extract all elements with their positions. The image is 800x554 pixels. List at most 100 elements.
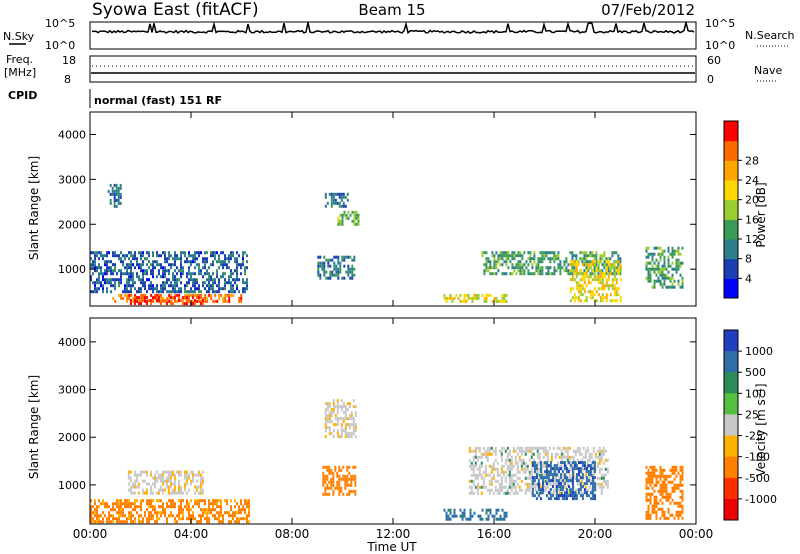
velocity-cell (558, 488, 561, 492)
velocity-cell (344, 432, 347, 436)
velocity-cell (206, 517, 208, 521)
power-cell (583, 272, 586, 276)
power-cell (485, 260, 488, 264)
velocity-cell (577, 467, 580, 471)
velocity-cell (336, 417, 339, 421)
power-cell (90, 257, 92, 261)
power-cell (657, 270, 660, 274)
velocity-cell (535, 467, 538, 471)
velocity-cell (604, 473, 607, 477)
power-cell (244, 290, 246, 294)
velocity-cell (94, 502, 96, 506)
power-cell (134, 281, 136, 285)
power-cell (353, 210, 356, 214)
velocity-cell (473, 511, 476, 515)
velocity-cell (494, 446, 497, 450)
velocity-cell (468, 485, 471, 489)
velocity-cell (528, 488, 531, 492)
power-cell (242, 251, 244, 255)
power-cell (589, 296, 592, 300)
velocity-cell (200, 499, 202, 503)
velocity-cell (157, 476, 160, 480)
power-cell (661, 273, 664, 277)
power-cell (180, 260, 182, 264)
power-cell (210, 287, 212, 291)
power-cell (115, 183, 118, 187)
velocity-cell (100, 514, 102, 518)
power-cell (531, 266, 534, 270)
velocity-cell (524, 476, 527, 480)
power-cell (138, 275, 140, 279)
power-cell (124, 290, 126, 294)
velocity-cell (346, 417, 349, 421)
velocity-cell (175, 491, 178, 495)
power-cell (196, 263, 198, 267)
velocity-cell (488, 488, 491, 492)
velocity-cell (563, 494, 566, 498)
velocity-cell (338, 465, 341, 469)
velocity-cell (96, 514, 98, 518)
power-cell (543, 254, 546, 258)
power-cell (178, 257, 180, 261)
velocity-cell (552, 491, 555, 495)
velocity-cell (165, 485, 168, 489)
power-cell (150, 272, 152, 276)
velocity-cell (170, 499, 172, 503)
velocity-cell (196, 502, 198, 506)
velocity-cell (494, 467, 497, 471)
power-cell (601, 284, 604, 288)
velocity-cell (142, 517, 144, 521)
beam-label: Beam 15 (358, 1, 425, 19)
power-cell (181, 296, 184, 300)
power-cell (119, 183, 122, 187)
velocity-cell (506, 458, 509, 462)
velocity-cell (530, 485, 533, 489)
power-cell (663, 249, 666, 253)
power-cell (609, 299, 612, 303)
velocity-cell (675, 474, 678, 478)
velocity-cell (598, 449, 601, 453)
power-cell (183, 296, 186, 300)
power-cell (224, 287, 226, 291)
velocity-cell (588, 458, 591, 462)
power-cell (162, 251, 164, 255)
velocity-cell (118, 502, 120, 506)
power-cell (503, 251, 506, 255)
power-cell (204, 251, 206, 255)
velocity-cell (116, 502, 118, 506)
power-cell (212, 254, 214, 258)
velocity-cell (218, 517, 220, 521)
velocity-cell (490, 467, 493, 471)
velocity-cell (561, 470, 564, 474)
velocity-cell (191, 479, 194, 483)
velocity-cell (340, 489, 343, 493)
velocity-colorbar-tick-label: -100 (745, 451, 770, 464)
velocity-cell (495, 517, 498, 521)
power-cell (240, 296, 243, 300)
velocity-cell (445, 517, 448, 521)
velocity-cell (344, 429, 347, 433)
velocity-cell (591, 497, 594, 501)
velocity-cell (324, 417, 327, 421)
power-cell (355, 216, 358, 220)
velocity-cell (467, 517, 470, 521)
velocity-cell (673, 516, 676, 520)
velocity-cell (663, 474, 666, 478)
velocity-cell (183, 485, 186, 489)
velocity-cell (470, 449, 473, 453)
power-cell (208, 287, 210, 291)
power-cell (523, 272, 526, 276)
power-cell (228, 278, 230, 282)
power-cell (505, 299, 508, 303)
power-cell (537, 263, 540, 267)
velocity-cell (194, 499, 196, 503)
power-cell (447, 296, 450, 300)
velocity-cell (665, 474, 668, 478)
velocity-cell (589, 473, 592, 477)
power-cell (326, 201, 329, 205)
velocity-cell (328, 402, 331, 406)
power-cell (238, 278, 240, 282)
velocity-cell (524, 488, 527, 492)
velocity-cell (160, 514, 162, 518)
power-cell (501, 299, 504, 303)
